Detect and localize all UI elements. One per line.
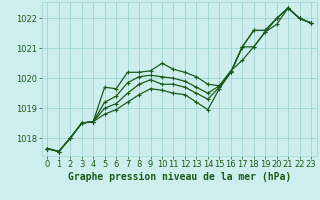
X-axis label: Graphe pression niveau de la mer (hPa): Graphe pression niveau de la mer (hPa)	[68, 172, 291, 182]
